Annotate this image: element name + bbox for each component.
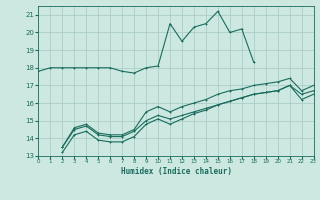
X-axis label: Humidex (Indice chaleur): Humidex (Indice chaleur) bbox=[121, 167, 231, 176]
